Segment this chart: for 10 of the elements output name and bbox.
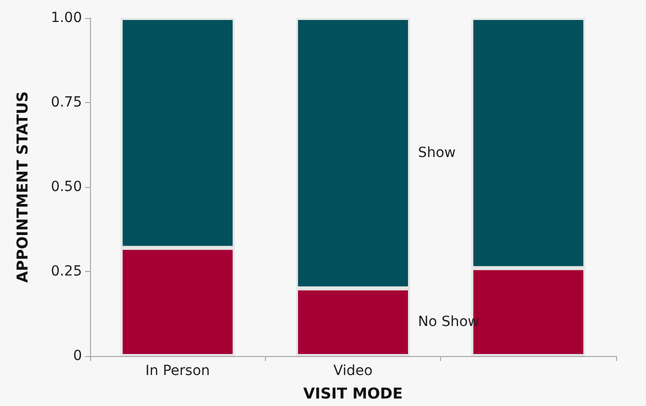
y-tick-label: 0 <box>73 348 82 364</box>
y-axis-title: APPOINTMENT STATUS <box>14 91 32 283</box>
y-tick-label: 0.50 <box>50 179 82 195</box>
y-tick-label: 0.75 <box>50 94 82 110</box>
series-label: Show <box>418 145 456 162</box>
y-tick-label: 0.25 <box>50 264 82 280</box>
x-tick-label: Video <box>333 363 373 379</box>
x-axis-title: VISIT MODE <box>303 384 403 402</box>
y-tick-label: 1.00 <box>50 10 82 26</box>
x-tick-label: In Person <box>145 363 210 379</box>
